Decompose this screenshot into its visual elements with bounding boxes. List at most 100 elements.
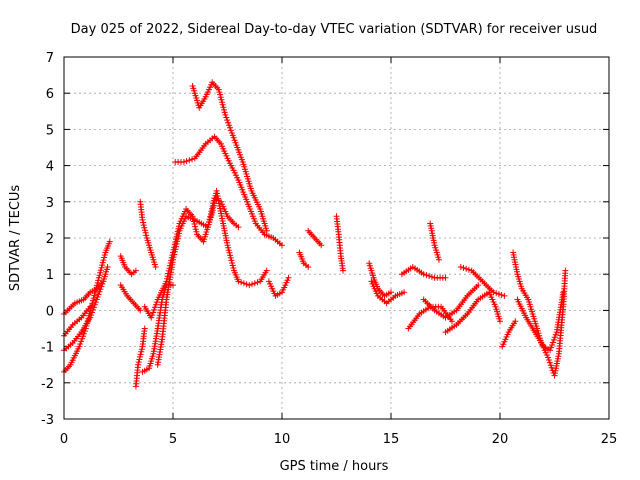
plus-marker: [493, 290, 500, 297]
plus-marker: [285, 274, 292, 281]
series-segment-h: [137, 198, 159, 270]
plus-marker: [545, 357, 552, 363]
y-tick-label: -2: [41, 377, 54, 392]
plus-marker: [175, 230, 182, 237]
x-axis-label: GPS time / hours: [280, 459, 389, 474]
plus-marker: [501, 292, 508, 299]
plus-marker: [550, 336, 557, 343]
plus-marker: [549, 339, 556, 346]
plus-marker: [220, 104, 227, 111]
plus-marker: [142, 229, 149, 236]
y-tick-label: 2: [46, 232, 54, 247]
plus-marker: [95, 291, 102, 298]
plus-marker: [512, 318, 519, 325]
plus-marker: [235, 224, 242, 231]
plus-marker: [193, 228, 200, 235]
plus-marker: [94, 294, 101, 300]
plus-marker: [562, 267, 569, 274]
x-tick-label: 10: [274, 432, 291, 447]
plus-marker: [180, 159, 187, 165]
plus-marker: [163, 278, 170, 285]
plus-marker: [150, 309, 157, 316]
series-segment-f: [117, 282, 144, 314]
plus-marker: [171, 251, 178, 258]
y-tick-label: 1: [46, 268, 54, 283]
x-tick-label: 5: [169, 432, 177, 447]
plus-marker: [497, 318, 503, 325]
y-tick-label: 3: [46, 196, 54, 211]
plus-marker: [222, 111, 229, 118]
x-tick-label: 15: [383, 432, 400, 447]
plus-marker: [170, 256, 176, 263]
x-tick-label: 20: [492, 432, 509, 447]
plus-marker: [140, 219, 147, 226]
plus-marker: [186, 157, 193, 164]
plus-marker: [420, 271, 427, 278]
plus-marker: [151, 304, 158, 311]
plus-marker: [548, 344, 555, 351]
plus-marker: [254, 279, 261, 286]
plus-marker: [137, 351, 144, 358]
plus-marker: [172, 246, 179, 253]
plus-marker: [183, 158, 190, 165]
series-segment-t: [398, 264, 449, 281]
plus-marker: [139, 216, 146, 223]
plus-marker: [401, 289, 408, 296]
series-segment-o: [296, 249, 312, 270]
series-segment-p: [305, 227, 325, 249]
series-track-x: [442, 289, 503, 336]
plus-marker: [217, 91, 224, 98]
plus-marker: [423, 272, 430, 279]
plus-marker: [263, 227, 270, 234]
series-segment-w: [427, 220, 442, 263]
plus-marker: [547, 362, 554, 369]
plus-marker: [135, 361, 142, 368]
y-tick-label: 0: [46, 304, 54, 319]
series-segment-g: [132, 325, 148, 390]
plus-marker: [426, 273, 433, 279]
plus-marker: [152, 264, 159, 270]
plus-marker: [227, 124, 233, 131]
series-track-c: [61, 278, 107, 317]
plus-marker: [318, 242, 325, 249]
y-tick-label: 6: [46, 87, 54, 102]
plot-frame: [63, 56, 610, 420]
plus-marker: [224, 242, 231, 249]
series-segment-q: [333, 213, 346, 274]
plus-marker: [460, 264, 467, 271]
plus-marker: [152, 301, 159, 308]
plus-marker: [89, 309, 95, 316]
plus-marker: [428, 273, 435, 280]
plus-marker: [138, 348, 145, 355]
plus-marker: [97, 269, 104, 276]
plus-marker: [546, 359, 553, 366]
plus-marker: [192, 226, 199, 233]
plus-marker: [151, 306, 157, 313]
plus-marker: [340, 267, 346, 274]
plus-marker: [249, 281, 255, 288]
plus-marker: [135, 359, 142, 366]
plus-marker: [87, 303, 94, 310]
plus-marker: [226, 249, 233, 256]
series-segment-s: [368, 278, 408, 307]
plus-marker: [251, 280, 258, 287]
series-segment-e: [117, 253, 139, 278]
plus-marker: [95, 277, 102, 284]
plus-marker: [218, 96, 225, 103]
plus-marker: [149, 312, 156, 319]
plus-marker: [100, 257, 107, 264]
series-segment-v: [420, 282, 482, 321]
plus-marker: [436, 256, 442, 263]
plus-marker: [174, 235, 181, 242]
plus-marker: [142, 227, 148, 234]
y-tick-label: -3: [41, 413, 54, 428]
plus-marker: [551, 334, 558, 341]
plus-marker: [98, 264, 105, 271]
series-layer: [61, 79, 569, 390]
plus-marker: [228, 257, 235, 264]
plus-marker: [100, 278, 107, 285]
plus-marker: [137, 307, 144, 314]
plus-marker: [88, 312, 95, 319]
